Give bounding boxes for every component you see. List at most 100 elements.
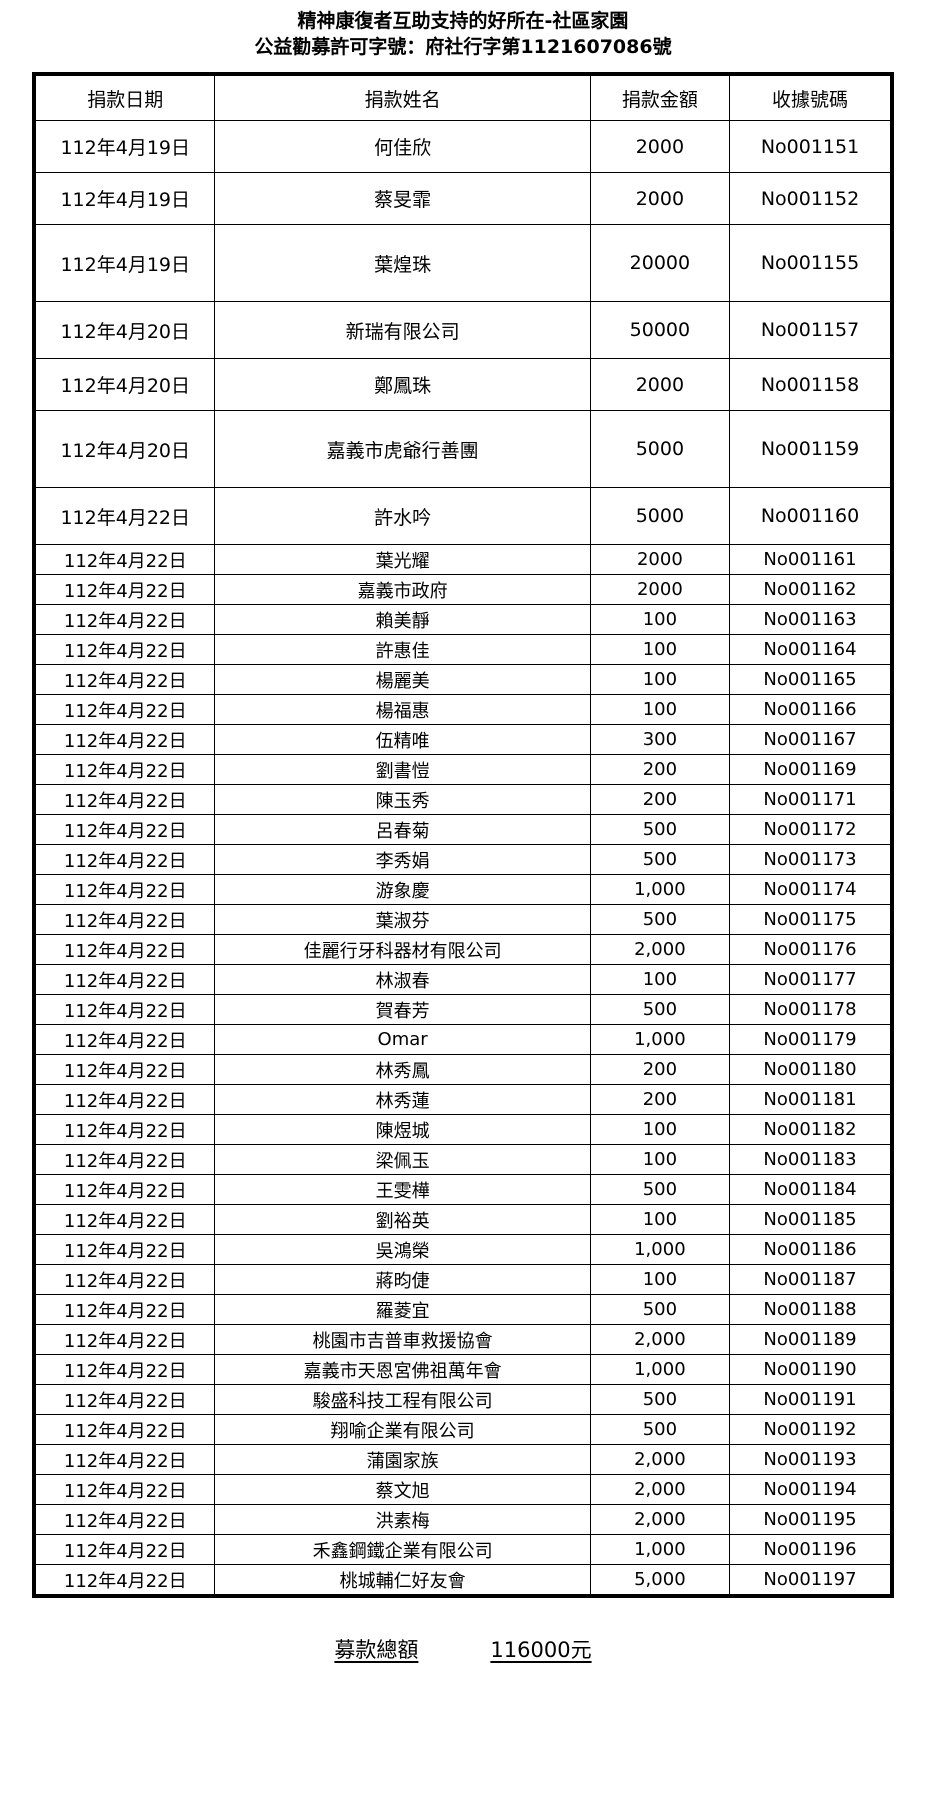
cell-receipt-number: No001183: [729, 1144, 891, 1175]
table-row: 112年4月22日 嘉義市天恩宮佛祖萬年會 1,000 No001190: [34, 1354, 891, 1385]
table-row: 112年4月22日 蔡文旭 2,000 No001194: [34, 1474, 891, 1505]
cell-donation-date: 112年4月22日: [34, 604, 216, 635]
table-row: 112年4月22日 桃城輔仁好友會 5,000 No001197: [34, 1564, 891, 1595]
cell-donor-name: 葉淑芬: [214, 904, 591, 935]
cell-receipt-number: No001164: [729, 634, 891, 665]
cell-donation-date: 112年4月22日: [34, 1114, 216, 1145]
cell-donor-name: 劉書愷: [214, 754, 591, 785]
cell-donor-name: 桃城輔仁好友會: [214, 1564, 591, 1595]
cell-receipt-number: No001186: [729, 1234, 891, 1265]
table-row: 112年4月22日 駿盛科技工程有限公司 500 No001191: [34, 1384, 891, 1415]
cell-receipt-number: No001177: [729, 964, 891, 995]
cell-receipt-number: No001184: [729, 1174, 891, 1205]
cell-donor-name: 梁佩玉: [214, 1144, 591, 1175]
cell-donation-amount: 500: [589, 844, 731, 875]
column-header-donor-name: 捐款姓名: [214, 75, 591, 121]
table-row: 112年4月22日 王雯樺 500 No001184: [34, 1174, 891, 1205]
cell-donation-date: 112年4月22日: [34, 904, 216, 935]
cell-donor-name: 羅菱宜: [214, 1294, 591, 1325]
cell-donor-name: 桃園市吉普車救援協會: [214, 1324, 591, 1355]
table-row: 112年4月22日 賀春芳 500 No001178: [34, 994, 891, 1025]
cell-donor-name: 嘉義市虎爺行善團: [214, 410, 591, 488]
page-title-primary: 精神康復者互助支持的好所在-社區家園: [297, 10, 629, 32]
table-row: 112年4月22日 陳玉秀 200 No001171: [34, 784, 891, 815]
cell-donation-date: 112年4月22日: [34, 634, 216, 665]
cell-donor-name: 葉煌珠: [214, 224, 591, 302]
cell-donation-amount: 100: [589, 1114, 731, 1145]
table-row: 112年4月22日 楊福惠 100 No001166: [34, 694, 891, 725]
cell-donation-date: 112年4月22日: [34, 1324, 216, 1355]
cell-donation-date: 112年4月22日: [34, 1144, 216, 1175]
cell-donation-date: 112年4月22日: [34, 574, 216, 605]
cell-donation-amount: 200: [589, 1084, 731, 1115]
column-header-donation-amount: 捐款金額: [589, 75, 731, 121]
cell-receipt-number: No001151: [729, 120, 891, 173]
cell-donor-name: 劉裕英: [214, 1204, 591, 1235]
cell-donor-name: 賴美靜: [214, 604, 591, 635]
cell-donation-date: 112年4月22日: [34, 994, 216, 1025]
cell-donation-date: 112年4月22日: [34, 694, 216, 725]
cell-donation-amount: 1,000: [589, 1024, 731, 1055]
cell-receipt-number: No001157: [729, 301, 891, 359]
cell-donor-name: 王雯樺: [214, 1174, 591, 1205]
table-row: 112年4月22日 梁佩玉 100 No001183: [34, 1144, 891, 1175]
table-row: 112年4月22日 桃園市吉普車救援協會 2,000 No001189: [34, 1324, 891, 1355]
cell-donation-amount: 1,000: [589, 1234, 731, 1265]
table-row: 112年4月19日 蔡旻霏 2000 No001152: [34, 172, 891, 225]
cell-donation-date: 112年4月22日: [34, 1204, 216, 1235]
table-row: 112年4月19日 葉煌珠 20000 No001155: [34, 224, 891, 302]
cell-donation-amount: 500: [589, 1294, 731, 1325]
cell-donation-amount: 2,000: [589, 1504, 731, 1535]
table-row: 112年4月22日 賴美靜 100 No001163: [34, 604, 891, 635]
cell-receipt-number: No001196: [729, 1534, 891, 1565]
cell-donation-amount: 2,000: [589, 1324, 731, 1355]
cell-receipt-number: No001197: [729, 1564, 891, 1595]
cell-receipt-number: No001167: [729, 724, 891, 755]
cell-receipt-number: No001165: [729, 664, 891, 695]
cell-receipt-number: No001175: [729, 904, 891, 935]
cell-donor-name: 林秀鳳: [214, 1054, 591, 1085]
cell-donor-name: 呂春菊: [214, 814, 591, 845]
cell-donor-name: 蔣昀倢: [214, 1264, 591, 1295]
cell-donor-name: 許惠佳: [214, 634, 591, 665]
column-header-receipt-number: 收據號碼: [729, 75, 891, 121]
cell-donation-date: 112年4月22日: [34, 1264, 216, 1295]
cell-donation-amount: 100: [589, 694, 731, 725]
cell-donation-date: 112年4月22日: [34, 844, 216, 875]
cell-donor-name: 蒲園家族: [214, 1444, 591, 1475]
cell-donor-name: 伍精唯: [214, 724, 591, 755]
cell-donation-date: 112年4月22日: [34, 1414, 216, 1445]
cell-receipt-number: No001160: [729, 487, 891, 545]
table-row: 112年4月22日 葉光耀 2000 No001161: [34, 544, 891, 575]
table-row: 112年4月19日 何佳欣 2000 No001151: [34, 120, 891, 173]
cell-donation-amount: 2000: [589, 574, 731, 605]
cell-donation-date: 112年4月22日: [34, 1564, 216, 1595]
cell-donor-name: 新瑞有限公司: [214, 301, 591, 359]
cell-donation-amount: 5,000: [589, 1564, 731, 1595]
cell-donor-name: 葉光耀: [214, 544, 591, 575]
table-row: 112年4月22日 葉淑芬 500 No001175: [34, 904, 891, 935]
cell-donation-amount: 2000: [589, 120, 731, 173]
cell-donor-name: 駿盛科技工程有限公司: [214, 1384, 591, 1415]
cell-receipt-number: No001191: [729, 1384, 891, 1415]
cell-receipt-number: No001155: [729, 224, 891, 302]
cell-receipt-number: No001193: [729, 1444, 891, 1475]
cell-donation-date: 112年4月22日: [34, 1294, 216, 1325]
cell-receipt-number: No001178: [729, 994, 891, 1025]
cell-donor-name: 蔡旻霏: [214, 172, 591, 225]
cell-donation-amount: 50000: [589, 301, 731, 359]
cell-donation-date: 112年4月22日: [34, 1444, 216, 1475]
cell-donation-date: 112年4月22日: [34, 487, 216, 545]
cell-donor-name: 楊福惠: [214, 694, 591, 725]
table-row: 112年4月22日 呂春菊 500 No001172: [34, 814, 891, 845]
table-row: 112年4月22日 劉書愷 200 No001169: [34, 754, 891, 785]
cell-donation-amount: 5000: [589, 410, 731, 488]
cell-donor-name: 洪素梅: [214, 1504, 591, 1535]
cell-donation-amount: 20000: [589, 224, 731, 302]
cell-donation-date: 112年4月22日: [34, 1534, 216, 1565]
cell-donation-amount: 500: [589, 1384, 731, 1415]
cell-donation-amount: 2000: [589, 172, 731, 225]
cell-receipt-number: No001194: [729, 1474, 891, 1505]
cell-donor-name: 吳鴻榮: [214, 1234, 591, 1265]
